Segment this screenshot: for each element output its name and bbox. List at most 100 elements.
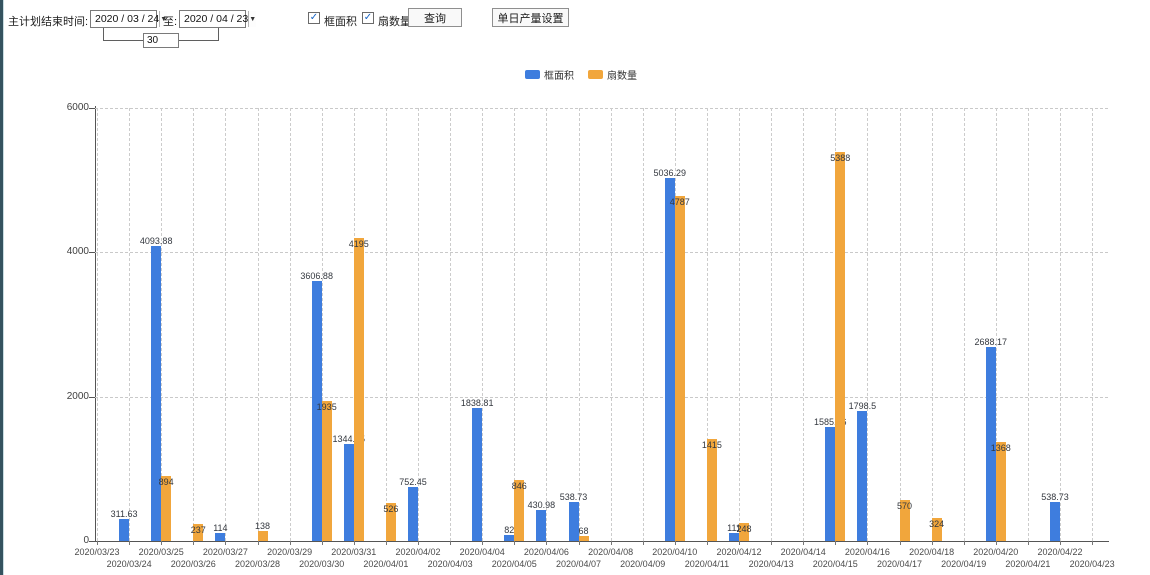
x-axis-tick-label: 2020/04/02	[395, 547, 441, 557]
x-axis-tick	[321, 541, 323, 545]
x-axis-tick	[1060, 541, 1061, 545]
x-axis-tick-label: 2020/04/03	[427, 559, 473, 569]
bar-value-label: 3606.88	[300, 270, 333, 281]
x-gridline	[771, 108, 773, 541]
bar-框面积[interactable]	[151, 245, 162, 541]
x-gridline	[514, 108, 516, 541]
x-axis-tick	[899, 541, 901, 545]
y-axis-tick	[89, 252, 95, 254]
chevron-down-icon[interactable]: ▼	[248, 11, 257, 27]
bar-框面积[interactable]	[664, 177, 675, 541]
x-gridline	[450, 108, 452, 541]
bar-框面积[interactable]	[729, 532, 739, 541]
date-from-combobox[interactable]: 2020 / 03 / 24 ▼	[90, 10, 168, 28]
x-axis-tick	[193, 541, 195, 545]
bar-框面积[interactable]	[985, 347, 996, 541]
bar-扇数量[interactable]	[578, 536, 589, 541]
bar-value-label: 2688.17	[974, 337, 1008, 347]
bar-扇数量[interactable]	[514, 479, 525, 541]
plan-end-time-label: 主计划结束时间:	[8, 16, 89, 28]
x-axis-tick-label: 2020/04/15	[812, 559, 858, 569]
x-axis-tick-label: 2020/03/27	[202, 547, 248, 557]
legend-item-fan[interactable]: 扇数量	[588, 67, 637, 82]
y-gridline	[95, 396, 1108, 398]
bar-扇数量[interactable]	[931, 517, 942, 541]
x-axis-tick	[514, 541, 516, 545]
bar-扇数量[interactable]	[353, 238, 364, 541]
y-gridline	[95, 108, 1108, 109]
area-checkbox[interactable]: ✓	[308, 12, 320, 24]
y-axis-tick-label: 0	[83, 535, 89, 546]
x-axis-tick-label: 2020/04/09	[620, 559, 666, 569]
bar-扇数量[interactable]	[321, 401, 332, 541]
x-axis-line	[95, 541, 1109, 542]
y-axis-line	[95, 106, 96, 542]
x-axis-tick	[835, 541, 837, 545]
x-axis-tick-label: 2020/03/23	[74, 547, 120, 557]
bar-扇数量[interactable]	[899, 499, 910, 541]
area-series-swatch	[525, 70, 540, 79]
legend-item-area[interactable]: 框面积	[525, 67, 574, 82]
bar-框面积[interactable]	[857, 411, 868, 541]
x-axis-tick	[225, 541, 227, 545]
fan-count-checkbox[interactable]: ✓	[362, 12, 374, 24]
bar-value-label: 538.73	[559, 492, 588, 503]
x-gridline	[931, 108, 933, 541]
x-gridline	[257, 108, 259, 541]
x-axis-tick	[963, 541, 965, 545]
bar-框面积[interactable]	[472, 408, 483, 541]
days-between-input[interactable]: 30	[143, 33, 179, 48]
bar-value-label: 138	[254, 521, 271, 532]
x-axis-tick-label: 2020/04/04	[459, 547, 505, 557]
bar-框面积[interactable]	[215, 532, 226, 541]
bar-扇数量[interactable]	[706, 438, 717, 541]
x-axis-tick-label: 2020/04/05	[491, 559, 537, 569]
x-axis-tick-label: 2020/04/18	[909, 547, 955, 557]
x-axis-tick-label: 2020/04/16	[844, 547, 890, 557]
bar-框面积[interactable]	[536, 509, 547, 541]
x-gridline	[289, 108, 291, 541]
bar-扇数量[interactable]	[193, 523, 204, 541]
x-gridline	[803, 108, 805, 541]
bar-value-label: 5036.29	[653, 167, 687, 178]
bar-扇数量[interactable]	[385, 503, 396, 541]
connector-line	[103, 40, 143, 41]
bar-框面积[interactable]	[1050, 502, 1060, 541]
x-axis-tick-label: 2020/04/20	[973, 547, 1019, 557]
bar-value-label: 4093.88	[139, 235, 173, 246]
bar-扇数量[interactable]	[995, 442, 1006, 541]
bar-框面积[interactable]	[343, 443, 354, 541]
bar-扇数量[interactable]	[257, 531, 268, 541]
x-gridline	[321, 108, 323, 541]
x-axis-tick	[1027, 541, 1029, 545]
x-axis-tick	[610, 541, 612, 545]
bar-value-label: 1415	[701, 439, 722, 450]
chevron-down-icon[interactable]: ▼	[159, 11, 168, 27]
bar-value-label: 1838.81	[460, 398, 494, 409]
bar-框面积[interactable]	[311, 280, 322, 541]
query-button[interactable]: 查询	[408, 8, 462, 27]
date-to-combobox[interactable]: 2020 / 04 / 23 ▼	[179, 10, 257, 28]
bar-value-label: 1344.95	[332, 433, 366, 444]
bar-扇数量[interactable]	[674, 195, 685, 541]
x-axis-tick	[771, 541, 773, 545]
x-gridline	[739, 108, 740, 541]
bar-框面积[interactable]	[568, 502, 579, 541]
bar-框面积[interactable]	[119, 518, 130, 541]
x-gridline	[995, 108, 997, 541]
bar-value-label: 752.45	[399, 476, 427, 487]
bar-框面积[interactable]	[504, 535, 515, 541]
bar-框面积[interactable]	[408, 486, 418, 541]
bar-扇数量[interactable]	[835, 152, 846, 541]
x-axis-tick	[803, 541, 805, 545]
x-axis-tick	[450, 541, 452, 545]
bar-扇数量[interactable]	[161, 476, 172, 541]
x-axis-tick	[97, 541, 98, 545]
bar-框面积[interactable]	[825, 426, 836, 541]
date-to-value: 2020 / 04 / 23	[184, 13, 249, 25]
bar-扇数量[interactable]	[739, 523, 749, 541]
daily-output-settings-button[interactable]: 单日产量设置	[492, 8, 569, 27]
x-gridline	[482, 108, 484, 541]
bar-value-label: 82	[504, 525, 515, 536]
